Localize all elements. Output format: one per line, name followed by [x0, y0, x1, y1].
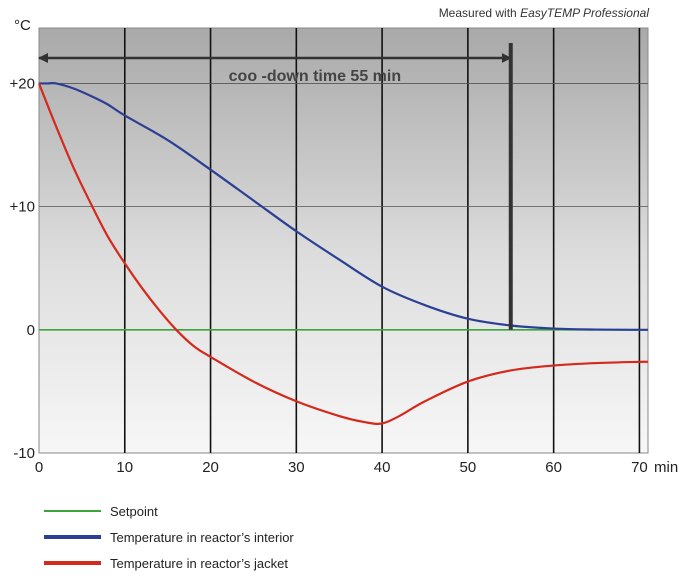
y-tick-labels: +20 +10 0 -10 — [10, 75, 35, 462]
x-tick-label: 40 — [374, 459, 391, 476]
x-tick-labels: 0 10 20 30 40 50 60 70 — [35, 459, 648, 476]
legend: Setpoint Temperature in reactor’s interio… — [44, 504, 294, 571]
x-tick-label: 0 — [35, 459, 43, 476]
measured-note-prefix: Measured with — [439, 6, 520, 20]
y-axis-unit: °C — [14, 17, 31, 34]
x-tick-label: 60 — [545, 459, 562, 476]
x-tick-label: 50 — [460, 459, 477, 476]
legend-label-1: Setpoint — [110, 504, 158, 519]
series-line-2 — [39, 81, 649, 331]
x-tick-label: 10 — [116, 459, 133, 476]
x-tick-label: 30 — [288, 459, 305, 476]
y-tick-label: +10 — [10, 199, 35, 216]
series-line-3 — [37, 83, 649, 425]
measured-note-brand: EasyTEMP Professional — [520, 6, 649, 20]
x-axis-unit: min — [654, 459, 678, 476]
legend-label-2: Temperature in reactor’s interior — [110, 530, 294, 545]
x-tick-label: 20 — [202, 459, 219, 476]
legend-label-3: Temperature in reactor’s jacket — [110, 556, 288, 571]
x-tick-label: 70 — [631, 459, 648, 476]
y-tick-label: -10 — [13, 445, 35, 462]
series-lines — [37, 81, 649, 425]
cool-down-label: coo -down time 55 min — [229, 68, 401, 85]
plot-area — [38, 27, 649, 454]
cool-down-annotation: coo -down time 55 min — [38, 43, 513, 330]
y-tick-label: 0 — [27, 322, 35, 339]
measured-note: Measured with EasyTEMP Professional — [439, 6, 650, 20]
y-tick-label: +20 — [10, 75, 35, 92]
